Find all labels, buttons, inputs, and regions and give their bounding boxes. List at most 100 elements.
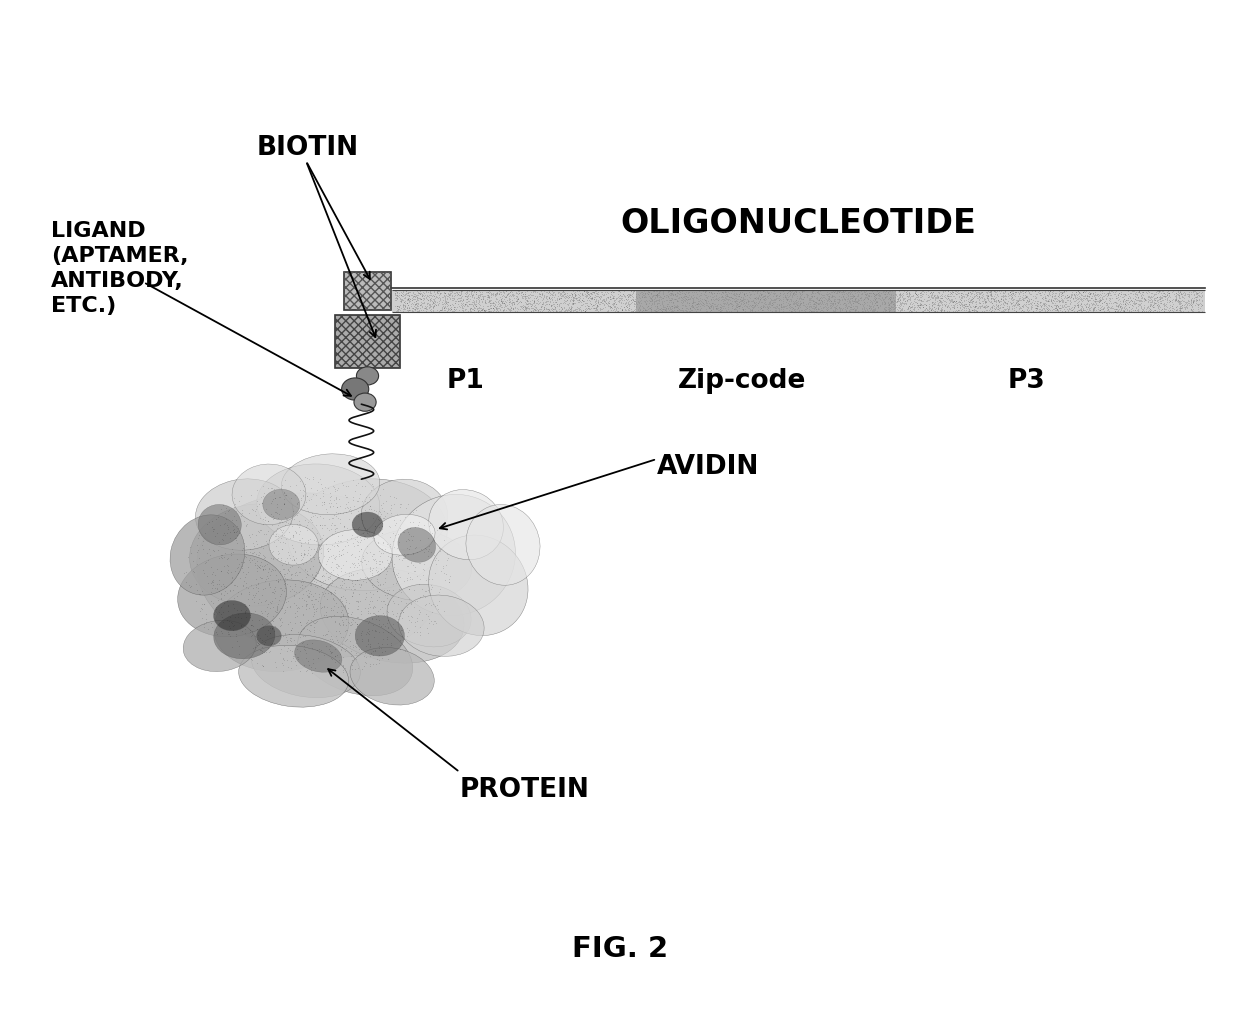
Point bbox=[223, 544, 243, 560]
Point bbox=[407, 539, 427, 555]
Point bbox=[388, 565, 408, 581]
Point bbox=[348, 519, 368, 535]
Point bbox=[351, 532, 371, 548]
Point bbox=[1009, 285, 1029, 302]
Point bbox=[578, 298, 598, 314]
Point bbox=[386, 290, 405, 307]
Point bbox=[570, 302, 590, 318]
Point bbox=[335, 500, 355, 517]
Point bbox=[764, 286, 784, 303]
Point bbox=[1147, 297, 1167, 313]
Point bbox=[949, 302, 968, 318]
Point bbox=[761, 304, 781, 320]
Point bbox=[831, 283, 851, 300]
Point bbox=[887, 294, 906, 311]
Point bbox=[768, 289, 787, 306]
Point bbox=[1002, 304, 1022, 320]
Point bbox=[424, 287, 444, 304]
Point bbox=[784, 293, 804, 310]
Point bbox=[526, 289, 546, 306]
Point bbox=[441, 282, 461, 299]
Point bbox=[513, 289, 533, 306]
Point bbox=[227, 527, 247, 543]
Point bbox=[229, 646, 249, 662]
Point bbox=[588, 293, 608, 310]
Point bbox=[905, 282, 925, 299]
Point bbox=[720, 289, 740, 306]
Point bbox=[703, 296, 723, 312]
Point bbox=[604, 289, 624, 306]
Point bbox=[613, 301, 632, 317]
Point bbox=[1084, 300, 1104, 316]
Point bbox=[851, 285, 870, 302]
Point bbox=[625, 293, 645, 310]
Point bbox=[862, 294, 882, 311]
Ellipse shape bbox=[252, 635, 361, 698]
Point bbox=[296, 494, 316, 511]
Point bbox=[672, 289, 692, 306]
Point bbox=[1028, 299, 1048, 315]
Point bbox=[672, 283, 692, 300]
Point bbox=[616, 298, 636, 314]
Point bbox=[990, 297, 1009, 313]
Point bbox=[697, 298, 717, 314]
Point bbox=[409, 300, 429, 316]
Point bbox=[489, 284, 508, 301]
Point bbox=[206, 511, 226, 527]
Point bbox=[868, 285, 888, 302]
Point bbox=[1075, 289, 1095, 306]
Point bbox=[522, 287, 542, 304]
Point bbox=[844, 303, 864, 319]
Point bbox=[360, 501, 379, 518]
Point bbox=[405, 296, 425, 312]
Point bbox=[618, 299, 637, 315]
Point bbox=[837, 300, 857, 316]
Point bbox=[1142, 297, 1162, 313]
Point bbox=[408, 287, 428, 304]
Point bbox=[211, 585, 231, 601]
Point bbox=[1048, 291, 1068, 308]
Point bbox=[1171, 283, 1190, 300]
Point bbox=[575, 303, 595, 319]
Point bbox=[971, 294, 991, 311]
Point bbox=[656, 301, 676, 317]
Point bbox=[843, 298, 863, 314]
Point bbox=[1013, 291, 1033, 308]
Point bbox=[476, 290, 496, 307]
Point bbox=[874, 294, 894, 311]
Point bbox=[529, 301, 549, 317]
Point bbox=[477, 286, 497, 303]
Point bbox=[811, 288, 831, 305]
Point bbox=[959, 284, 978, 301]
Point bbox=[528, 290, 548, 307]
Point bbox=[866, 286, 885, 303]
Point bbox=[210, 534, 229, 550]
Point bbox=[884, 292, 904, 309]
Point bbox=[402, 572, 422, 588]
Point bbox=[748, 302, 768, 318]
Point bbox=[387, 575, 407, 591]
Point bbox=[694, 304, 714, 320]
Point bbox=[699, 283, 719, 300]
Point bbox=[722, 303, 742, 319]
Point bbox=[1189, 291, 1209, 308]
Point bbox=[412, 296, 432, 312]
Point bbox=[345, 538, 365, 554]
Point bbox=[1056, 304, 1076, 320]
Point bbox=[565, 289, 585, 306]
Point bbox=[578, 292, 598, 309]
Point bbox=[941, 288, 961, 305]
Point bbox=[764, 291, 784, 308]
Point bbox=[523, 296, 543, 312]
Point bbox=[1176, 286, 1195, 303]
Point bbox=[1081, 299, 1101, 315]
Point bbox=[708, 290, 728, 307]
Point bbox=[663, 296, 683, 312]
Point bbox=[1156, 291, 1176, 308]
Point bbox=[267, 572, 286, 588]
Point bbox=[293, 635, 312, 651]
Point bbox=[285, 608, 305, 625]
Point bbox=[351, 640, 371, 656]
Point bbox=[893, 294, 913, 311]
Point bbox=[358, 602, 378, 619]
